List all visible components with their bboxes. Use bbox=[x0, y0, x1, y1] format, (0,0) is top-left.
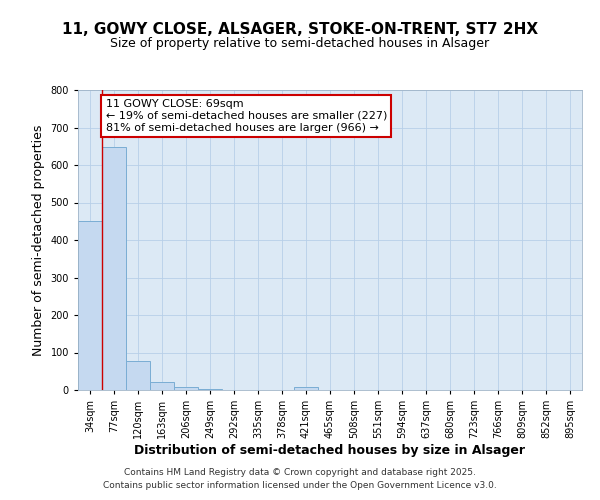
Bar bbox=[150, 382, 174, 390]
Text: Size of property relative to semi-detached houses in Alsager: Size of property relative to semi-detach… bbox=[110, 38, 490, 51]
X-axis label: Distribution of semi-detached houses by size in Alsager: Distribution of semi-detached houses by … bbox=[134, 444, 526, 457]
Text: 11 GOWY CLOSE: 69sqm
← 19% of semi-detached houses are smaller (227)
81% of semi: 11 GOWY CLOSE: 69sqm ← 19% of semi-detac… bbox=[106, 100, 387, 132]
Bar bbox=[198, 389, 222, 390]
Text: Contains public sector information licensed under the Open Government Licence v3: Contains public sector information licen… bbox=[103, 480, 497, 490]
Bar bbox=[294, 387, 318, 390]
Text: Contains HM Land Registry data © Crown copyright and database right 2025.: Contains HM Land Registry data © Crown c… bbox=[124, 468, 476, 477]
Bar bbox=[126, 361, 150, 390]
Bar bbox=[174, 387, 198, 390]
Text: 11, GOWY CLOSE, ALSAGER, STOKE-ON-TRENT, ST7 2HX: 11, GOWY CLOSE, ALSAGER, STOKE-ON-TRENT,… bbox=[62, 22, 538, 38]
Y-axis label: Number of semi-detached properties: Number of semi-detached properties bbox=[32, 124, 45, 356]
Bar bbox=[102, 147, 126, 390]
Bar bbox=[78, 221, 102, 390]
